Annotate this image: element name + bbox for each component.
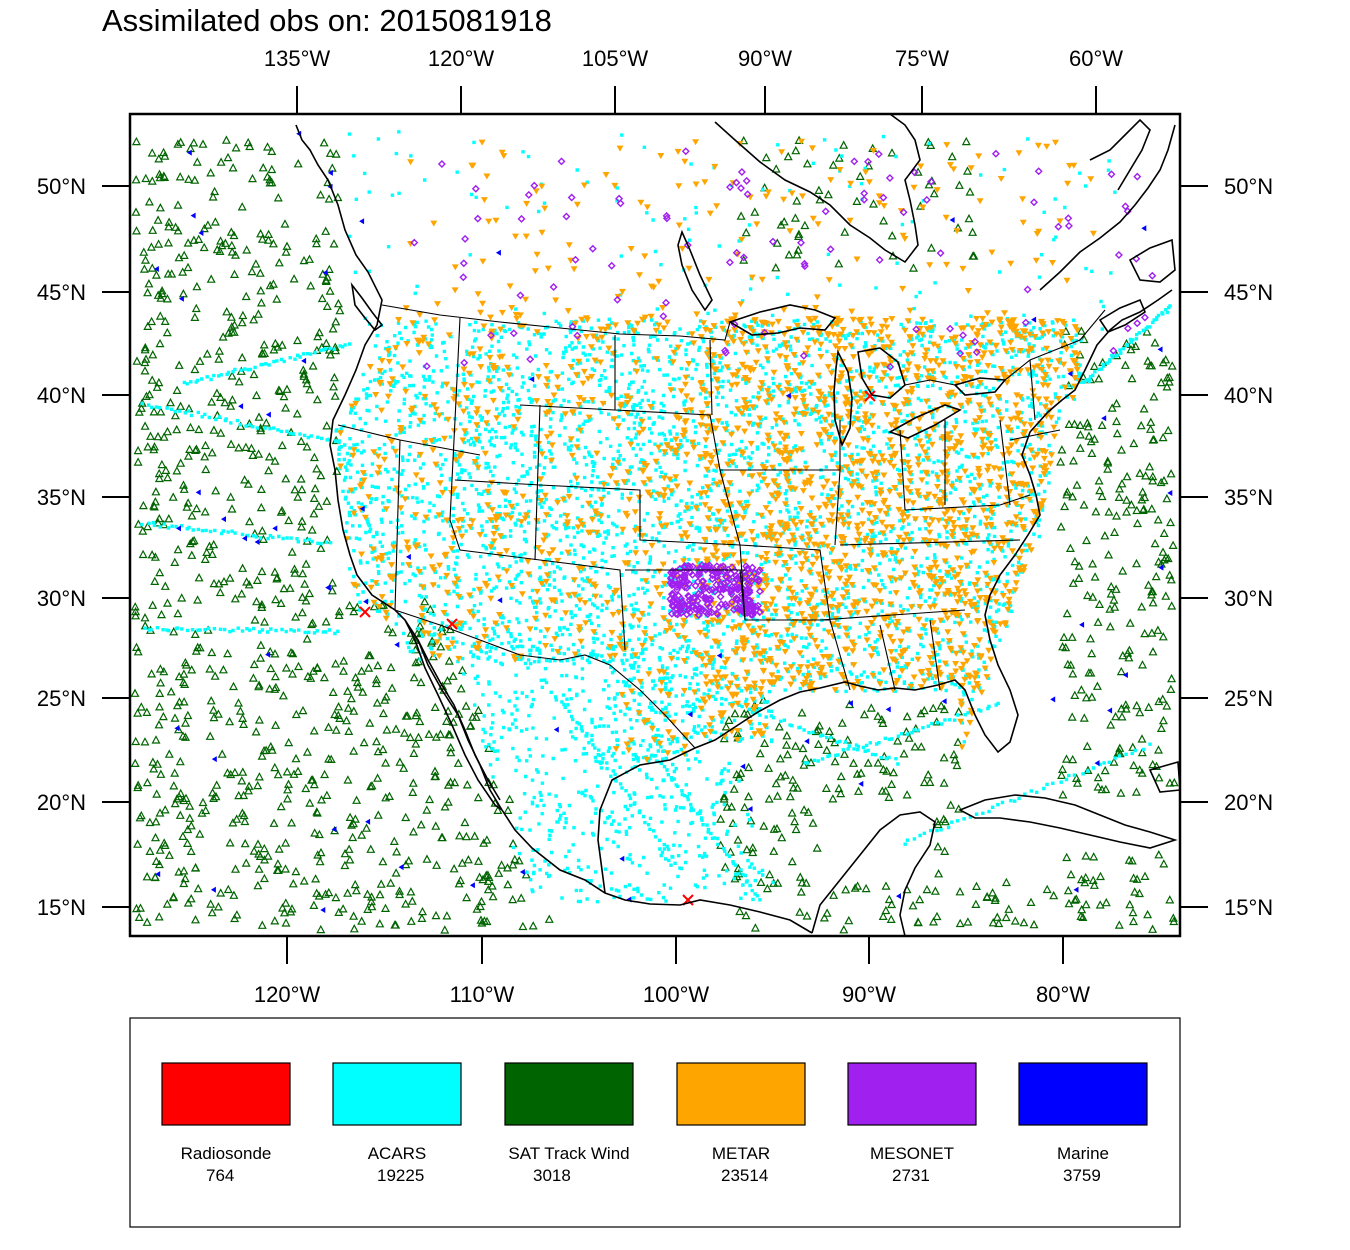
right-axis-label: 20°N (1224, 790, 1273, 815)
lake-superior-line (728, 304, 837, 336)
state-line (337, 317, 1061, 691)
bottom-axis-label: 110°W (450, 982, 515, 1007)
lake-ontario-line (953, 377, 1007, 396)
right-axis-label: 35°N (1224, 485, 1273, 510)
gulf-coast-line (597, 289, 1173, 894)
hispaniola-line (1148, 760, 1180, 793)
top-axis-label: 60°W (1069, 46, 1123, 71)
right-axis-label: 30°N (1224, 586, 1273, 611)
top-axis-label: 120°W (428, 46, 495, 71)
lake-michigan-line (833, 349, 853, 448)
right-axis-label: 15°N (1224, 895, 1273, 920)
lake-erie-line (888, 404, 962, 439)
vancouver-island-line (350, 282, 384, 332)
hudson-bay-line (714, 114, 921, 264)
legend-label: ACARS (368, 1144, 427, 1163)
canada-east-line (1039, 124, 1176, 291)
top-axis-label: 135°W (264, 46, 331, 71)
bottom-axis-label: 80°W (1036, 982, 1090, 1007)
legend-label: MESONET (870, 1144, 954, 1163)
gulf-of-california-line (404, 619, 503, 811)
mexico-us-border (394, 609, 696, 749)
legend-count: 3018 (533, 1166, 571, 1185)
left-axis-label: 30°N (37, 586, 86, 611)
cuba-line (958, 794, 1178, 849)
left-axis-label: 20°N (37, 790, 86, 815)
radiosonde-markers (359, 390, 876, 906)
legend: Radiosonde 764 ACARS 19225 SAT Track Wind 301… (161, 1062, 1148, 1185)
legend-count: 23514 (721, 1166, 768, 1185)
canada-us-border (381, 304, 731, 341)
map-frame (128, 112, 1182, 938)
legend-swatch (847, 1062, 977, 1126)
top-axis-label: 75°W (895, 46, 949, 71)
mesonet-markers (410, 147, 1157, 619)
legend-swatch (332, 1062, 462, 1126)
legend-swatch (676, 1062, 806, 1126)
acars-markers (140, 130, 1172, 904)
legend-label: SAT Track Wind (508, 1144, 629, 1163)
left-axis-label: 50°N (37, 174, 86, 199)
top-axis-label: 90°W (738, 46, 792, 71)
left-axis-label: 35°N (37, 485, 86, 510)
sat-track-wind-markers (130, 135, 1179, 934)
labrador-line (1089, 118, 1151, 191)
nova-scotia-line (1098, 298, 1146, 333)
right-axis-label: 40°N (1224, 383, 1273, 408)
legend-label: METAR (712, 1144, 770, 1163)
right-axis-label: 45°N (1224, 280, 1273, 305)
legend-count: 19225 (377, 1166, 424, 1185)
observation-points (130, 130, 1179, 934)
newfoundland-line (1128, 238, 1176, 283)
legend-label: Marine (1057, 1144, 1109, 1163)
legend-count: 2731 (892, 1166, 930, 1185)
legend-swatch (1018, 1062, 1148, 1126)
canada-us-border-east (904, 309, 1106, 386)
top-axis-label: 105°W (582, 46, 649, 71)
left-axis-label: 25°N (37, 686, 86, 711)
right-axis-label: 25°N (1224, 686, 1273, 711)
yucatan-line (811, 811, 936, 936)
bottom-axis-label: 100°W (643, 982, 710, 1007)
axis-ticks (102, 86, 1208, 964)
state-borders (337, 304, 1106, 749)
legend-count: 764 (206, 1166, 234, 1185)
legend-box (129, 1017, 1181, 1228)
lake-huron-line (857, 347, 906, 399)
baja-east-line (417, 639, 501, 801)
legend-swatch (504, 1062, 634, 1126)
legend-count: 3759 (1063, 1166, 1101, 1185)
left-axis-label: 15°N (37, 895, 86, 920)
map-title: Assimilated obs on: 2015081918 (102, 3, 552, 38)
right-axis-label: 50°N (1224, 174, 1273, 199)
legend-label: Radiosonde (181, 1144, 272, 1163)
legend-swatch (161, 1062, 291, 1126)
lake-winnipeg-line (677, 229, 713, 312)
left-axis-label: 45°N (37, 280, 86, 305)
left-axis-label: 40°N (37, 383, 86, 408)
bottom-axis-label: 90°W (842, 982, 896, 1007)
axis-labels: 135°W 120°W 105°W 90°W 75°W 60°W 120°W 110°W 100… (37, 46, 1273, 1007)
bottom-axis-label: 120°W (254, 982, 321, 1007)
